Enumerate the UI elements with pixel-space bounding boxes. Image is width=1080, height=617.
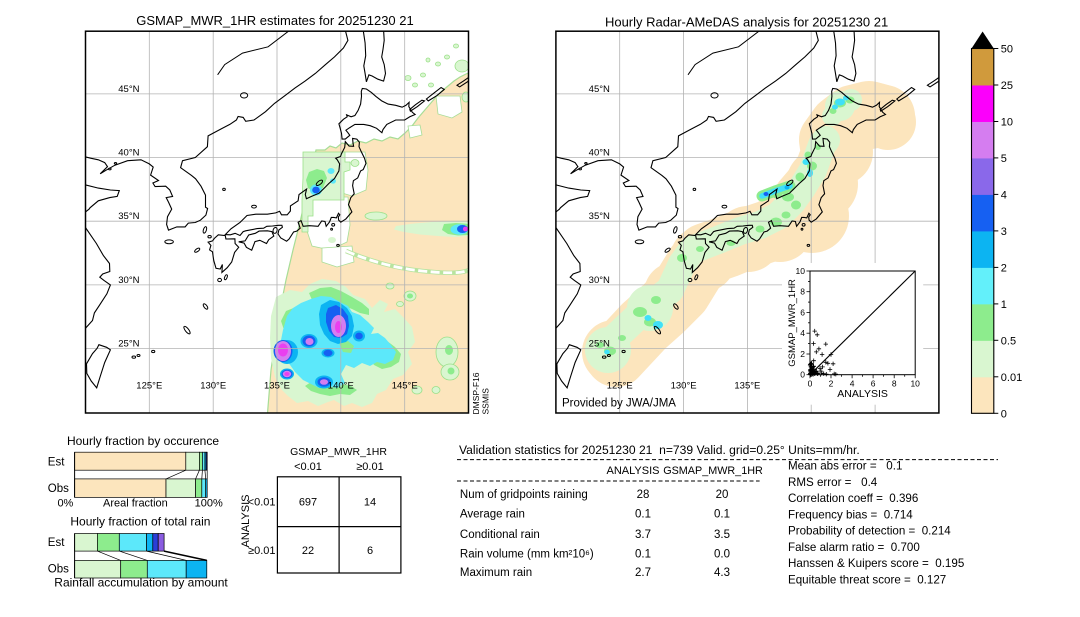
svg-text:50: 50	[1001, 44, 1013, 56]
svg-text:145°E: 145°E	[392, 381, 418, 392]
svg-text:2: 2	[1001, 262, 1007, 274]
svg-text:140°E: 140°E	[328, 381, 354, 392]
svg-text:ANALYSIS: ANALYSIS	[240, 495, 252, 548]
svg-text:DMSP-F16: DMSP-F16	[471, 372, 481, 414]
svg-text:2.7: 2.7	[635, 567, 651, 579]
svg-text:35°N: 35°N	[589, 211, 610, 222]
svg-text:28: 28	[637, 489, 650, 501]
svg-text:45°N: 45°N	[589, 84, 610, 95]
svg-text:10: 10	[796, 266, 806, 276]
svg-text:0.0: 0.0	[714, 549, 730, 561]
svg-text:20: 20	[716, 489, 729, 501]
svg-text:4: 4	[800, 328, 805, 338]
svg-text:14: 14	[364, 497, 376, 509]
svg-text:30°N: 30°N	[589, 275, 610, 286]
svg-text:Probability of detection = 0.: Probability of detection = 0.214	[788, 525, 951, 538]
svg-text:45°N: 45°N	[118, 84, 139, 95]
svg-text:Num of gridpoints raining: Num of gridpoints raining	[460, 489, 588, 501]
svg-text:4.3: 4.3	[714, 567, 730, 579]
svg-text:22: 22	[302, 545, 314, 557]
svg-text:Est: Est	[48, 537, 65, 549]
svg-text:0: 0	[808, 379, 813, 389]
svg-text:<0.01: <0.01	[248, 497, 276, 509]
svg-text:4: 4	[1001, 189, 1007, 201]
svg-text:0.1: 0.1	[635, 549, 651, 561]
svg-text:Average rain: Average rain	[460, 509, 525, 521]
svg-text:RMS error = 0.4: RMS error = 0.4	[788, 476, 878, 489]
svg-text:10: 10	[910, 379, 920, 389]
svg-text:<0.01: <0.01	[294, 461, 322, 473]
svg-text:135°E: 135°E	[734, 381, 760, 392]
svg-text:SSMIS: SSMIS	[481, 388, 491, 415]
svg-text:Correlation coeff = 0.396: Correlation coeff = 0.396	[788, 492, 918, 505]
svg-text:GSMAP_MWR_1HR: GSMAP_MWR_1HR	[663, 465, 763, 477]
svg-text:6: 6	[871, 379, 876, 389]
svg-text:Areal fraction: Areal fraction	[103, 498, 168, 510]
svg-text:Hourly Radar-AMeDAS analysis f: Hourly Radar-AMeDAS analysis for 2025123…	[605, 15, 888, 30]
svg-text:4: 4	[850, 379, 855, 389]
svg-text:125°E: 125°E	[607, 381, 633, 392]
svg-text:40°N: 40°N	[589, 148, 610, 159]
svg-text:GSMAP_MWR_1HR: GSMAP_MWR_1HR	[290, 446, 387, 458]
svg-text:Provided by JWA/JMA: Provided by JWA/JMA	[562, 398, 676, 410]
svg-text:Equitable threat score = 0.12: Equitable threat score = 0.127	[788, 574, 946, 587]
svg-text:0: 0	[800, 370, 805, 380]
svg-text:False alarm ratio = 0.700: False alarm ratio = 0.700	[788, 541, 920, 554]
svg-text:0.5: 0.5	[1001, 335, 1016, 347]
svg-text:3: 3	[1001, 226, 1007, 238]
svg-text:697: 697	[299, 497, 317, 509]
svg-text:100%: 100%	[195, 498, 223, 510]
svg-text:0.01: 0.01	[1001, 372, 1022, 384]
svg-text:Conditional rain: Conditional rain	[460, 529, 540, 541]
svg-text:Validation statistics for 2025: Validation statistics for 20251230 21 n=…	[459, 443, 860, 457]
svg-text:125°E: 125°E	[136, 381, 162, 392]
svg-text:Hourly fraction of total rain: Hourly fraction of total rain	[70, 514, 210, 528]
svg-text:Maximum rain: Maximum rain	[460, 567, 532, 579]
svg-text:GSMAP_MWR_1HR estimates for 20: GSMAP_MWR_1HR estimates for 20251230 21	[136, 13, 413, 28]
svg-text:6: 6	[367, 545, 373, 557]
svg-text:0%: 0%	[57, 498, 73, 510]
svg-text:10: 10	[1001, 117, 1013, 129]
svg-text:40°N: 40°N	[118, 148, 139, 159]
svg-text:30°N: 30°N	[118, 275, 139, 286]
svg-text:1: 1	[1001, 299, 1007, 311]
svg-text:0: 0	[1001, 408, 1007, 420]
svg-text:≥0.01: ≥0.01	[248, 545, 275, 557]
svg-text:3.5: 3.5	[714, 529, 730, 541]
svg-text:Obs: Obs	[48, 483, 69, 495]
svg-text:Mean abs error = 0.1: Mean abs error = 0.1	[788, 460, 902, 473]
svg-text:25°N: 25°N	[118, 339, 139, 350]
svg-text:25: 25	[1001, 80, 1013, 92]
svg-text:0.1: 0.1	[714, 509, 730, 521]
svg-text:Hanssen & Kuipers score = 0.1: Hanssen & Kuipers score = 0.195	[788, 557, 964, 570]
svg-text:130°E: 130°E	[200, 381, 226, 392]
svg-text:≥0.01: ≥0.01	[356, 461, 383, 473]
svg-text:GSMAP_MWR_1HR: GSMAP_MWR_1HR	[787, 279, 798, 367]
svg-text:6: 6	[800, 308, 805, 318]
svg-text:Est: Est	[48, 457, 65, 469]
svg-text:2: 2	[829, 379, 834, 389]
svg-text:8: 8	[892, 379, 897, 389]
svg-text:5: 5	[1001, 153, 1007, 165]
svg-text:130°E: 130°E	[671, 381, 697, 392]
svg-text:0.1: 0.1	[635, 509, 651, 521]
svg-text:3.7: 3.7	[635, 529, 651, 541]
svg-text:Obs: Obs	[48, 563, 69, 575]
svg-text:ANALYSIS: ANALYSIS	[837, 388, 888, 400]
svg-text:2: 2	[800, 349, 805, 359]
svg-text:Frequency bias = 0.714: Frequency bias = 0.714	[788, 509, 913, 522]
svg-text:Rain volume (mm km²10⁶): Rain volume (mm km²10⁶)	[460, 549, 594, 561]
svg-text:25°N: 25°N	[589, 339, 610, 350]
svg-text:35°N: 35°N	[118, 211, 139, 222]
svg-text:135°E: 135°E	[264, 381, 290, 392]
svg-text:8: 8	[800, 287, 805, 297]
svg-text:Rainfall accumulation by amoun: Rainfall accumulation by amount	[54, 575, 228, 589]
svg-text:ANALYSIS: ANALYSIS	[607, 465, 660, 477]
svg-text:Hourly fraction by occurence: Hourly fraction by occurence	[67, 434, 219, 448]
